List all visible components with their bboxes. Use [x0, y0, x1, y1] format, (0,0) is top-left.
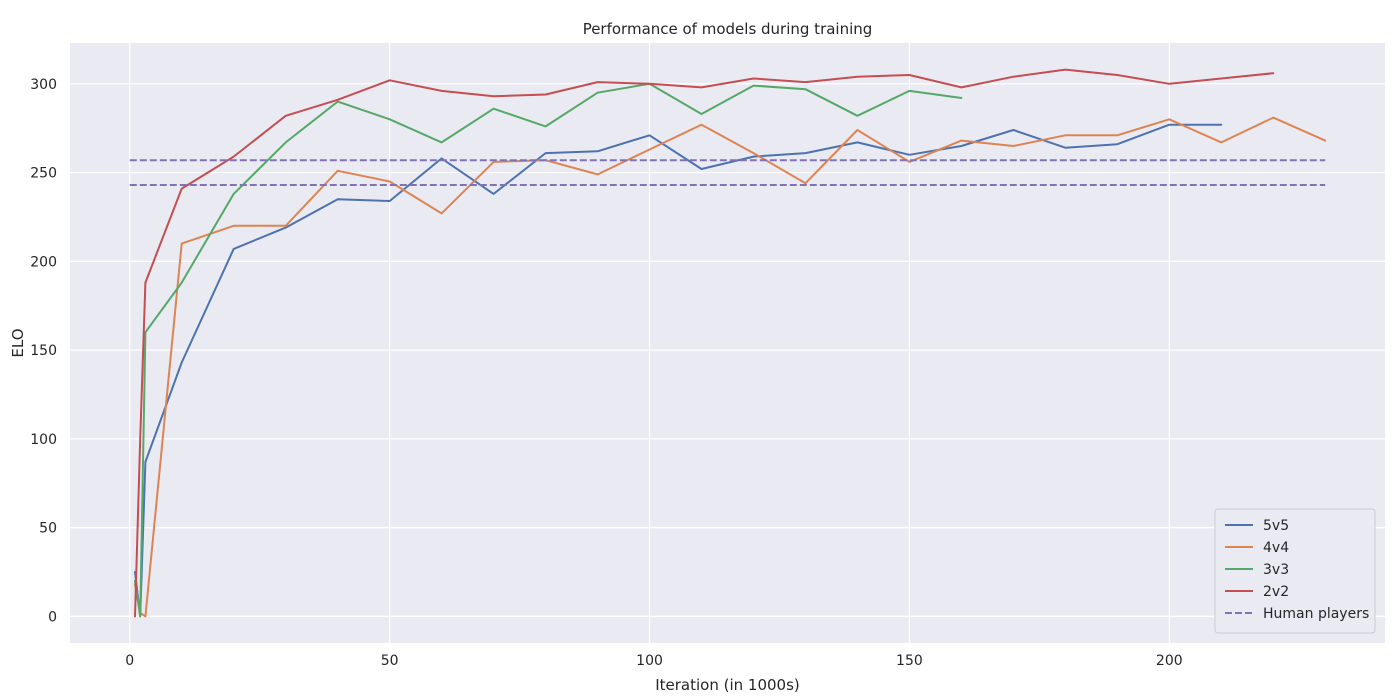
legend-label: 2v2: [1263, 584, 1289, 600]
y-tick-label: 200: [30, 254, 57, 270]
y-tick-label: 250: [30, 166, 57, 182]
series-line-3v3: [134, 82, 963, 618]
legend-label: 5v5: [1263, 518, 1289, 534]
series-lines: [129, 68, 1327, 618]
y-tick-label: 300: [30, 77, 57, 93]
y-tick-labels: 0 50 100 150 200 250 300: [30, 77, 57, 626]
x-tick-labels: 0 50 100 150 200: [125, 653, 1182, 669]
y-tick-label: 100: [30, 432, 57, 448]
legend-box: [1214, 508, 1376, 634]
series-line-5v5: [134, 123, 1223, 618]
legend-label: Human players: [1263, 606, 1369, 622]
series-line-4v4: [134, 116, 1327, 618]
series-line-2v2: [134, 68, 1275, 618]
y-axis-label: ELO: [9, 328, 27, 357]
x-axis-label: Iteration (in 1000s): [655, 676, 800, 694]
y-tick-label: 50: [39, 521, 57, 537]
gridlines: [70, 43, 1385, 643]
y-tick-label: 150: [30, 343, 57, 359]
x-tick-label: 150: [896, 653, 923, 669]
chart-title: Performance of models during training: [583, 20, 873, 38]
x-tick-label: 100: [636, 653, 663, 669]
x-tick-label: 200: [1156, 653, 1183, 669]
legend-label: 3v3: [1263, 562, 1289, 578]
x-tick-label: 50: [381, 653, 399, 669]
x-tick-label: 0: [125, 653, 134, 669]
legend: 5v5 4v4 3v3 2v2 Human players: [1214, 508, 1376, 634]
y-tick-label: 0: [48, 609, 57, 625]
legend-label: 4v4: [1263, 540, 1289, 556]
plot-area: [70, 43, 1385, 643]
